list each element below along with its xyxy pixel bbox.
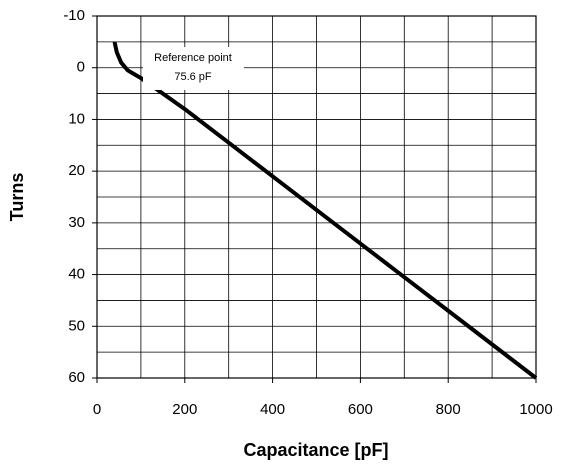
y-tick-label: 10 xyxy=(68,110,85,127)
x-tick-label: 600 xyxy=(348,401,373,418)
x-axis-title: Capacitance [pF] xyxy=(243,440,388,460)
y-tick-label: 0 xyxy=(77,59,85,76)
y-tick-label: -10 xyxy=(63,7,85,24)
y-tick-label: 60 xyxy=(68,369,85,386)
y-axis-title: Turns xyxy=(7,173,27,222)
y-tick-label: 40 xyxy=(68,266,85,283)
x-tick-label: 0 xyxy=(93,401,101,418)
data-line xyxy=(112,41,538,380)
x-tick-label: 1000 xyxy=(519,401,552,418)
y-tick-label: 30 xyxy=(68,214,85,231)
plot-frame xyxy=(96,15,537,379)
x-tick-label: 200 xyxy=(172,401,197,418)
x-tick-label: 800 xyxy=(436,401,461,418)
annotation-text: 75.6 pF xyxy=(174,71,212,83)
annotation-text: Reference point xyxy=(154,52,232,64)
x-tick-label: 400 xyxy=(260,401,285,418)
annotation-box xyxy=(143,47,244,90)
y-tick-label: 20 xyxy=(68,162,85,179)
y-tick-label: 50 xyxy=(68,317,85,334)
